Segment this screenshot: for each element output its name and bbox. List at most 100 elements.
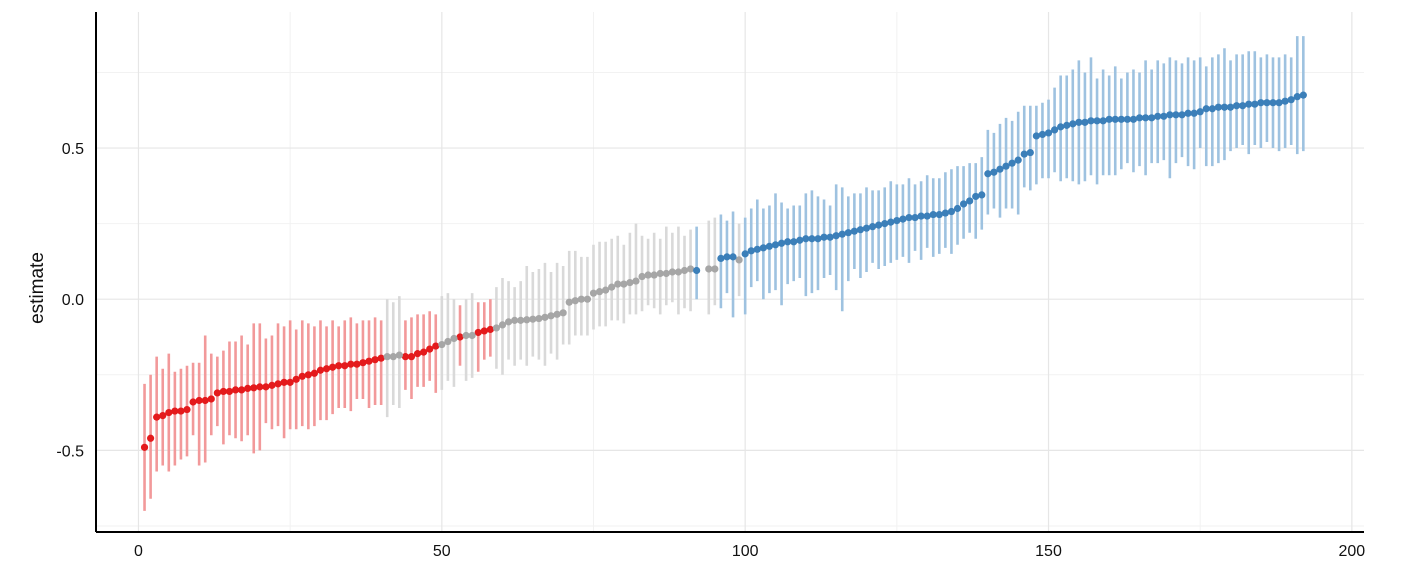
data-point [1032,132,1040,140]
data-point [280,378,288,386]
data-point [213,389,221,397]
y-axis-title: estimate [27,252,48,324]
data-point [1214,103,1222,111]
data-point [183,405,191,414]
data-point [990,168,998,176]
data-point [1002,162,1010,170]
data-point [474,328,482,337]
data-point [1239,102,1247,110]
data-point [1081,118,1089,126]
data-point [553,310,561,318]
data-point [838,230,846,238]
data-point [517,316,525,324]
data-points [140,91,1307,451]
data-point [529,315,537,323]
data-point [153,413,161,421]
data-point [711,265,719,273]
data-point [1099,117,1107,125]
data-point [231,386,240,394]
data-point [881,220,889,228]
data-point [286,378,294,386]
data-point [753,245,761,253]
data-point [359,359,367,367]
data-point [207,395,215,403]
data-point [984,170,992,178]
data-point [450,334,458,343]
data-point [462,331,470,340]
data-point [1050,126,1059,134]
data-point [401,353,410,361]
data-point [1069,120,1077,128]
data-point [826,233,834,241]
data-point [941,209,949,217]
data-point [426,345,434,353]
data-point [541,313,549,321]
data-point [656,269,664,278]
data-point [420,348,428,356]
data-point [365,357,373,365]
data-point [195,396,203,405]
data-point [250,384,258,392]
data-point [686,265,695,273]
data-point [1166,111,1174,119]
data-point [814,235,822,243]
data-point [201,396,209,405]
data-point [432,342,440,350]
data-point [911,213,919,222]
data-point [444,337,452,346]
data-point [268,381,276,389]
data-point [650,271,658,279]
data-point [335,362,343,370]
data-point [808,235,816,243]
data-point [329,363,337,371]
data-point [668,268,676,276]
data-point [784,238,792,246]
x-tick-label: 0 [134,543,143,560]
data-point [165,408,173,417]
data-point [602,286,610,294]
data-point [347,360,355,368]
data-point [917,212,925,220]
data-point [856,226,865,234]
data-point [735,256,743,264]
data-point [256,383,264,391]
data-point [868,223,877,231]
data-point [680,266,689,275]
data-point [765,242,774,250]
data-point [796,236,804,244]
y-tick-label: 0.0 [62,292,84,309]
data-point [1281,97,1289,105]
y-tick-label: -0.5 [56,443,84,460]
data-point [322,365,331,373]
data-point [316,366,325,374]
data-point [978,191,986,199]
data-point [820,233,828,241]
data-point [1178,111,1186,119]
data-point [492,324,501,332]
data-point [729,253,737,261]
data-point [1141,114,1150,122]
data-point [771,241,780,249]
data-point [504,318,513,326]
data-point [274,380,282,388]
data-point [523,316,531,324]
data-point [383,353,391,361]
axes [95,12,1364,533]
data-point [1038,130,1047,139]
data-point [298,372,306,380]
data-point [1232,102,1241,110]
data-point [571,297,579,305]
data-point [875,221,883,229]
data-point [620,280,628,288]
data-point [717,254,725,262]
x-tick-label: 200 [1339,543,1366,560]
data-point [171,407,179,415]
data-point [238,386,246,394]
data-point [1117,115,1125,123]
x-tick-label: 50 [433,543,451,560]
data-point [1202,105,1210,113]
data-point [844,229,852,237]
data-point [189,398,197,406]
data-point [1111,115,1119,123]
